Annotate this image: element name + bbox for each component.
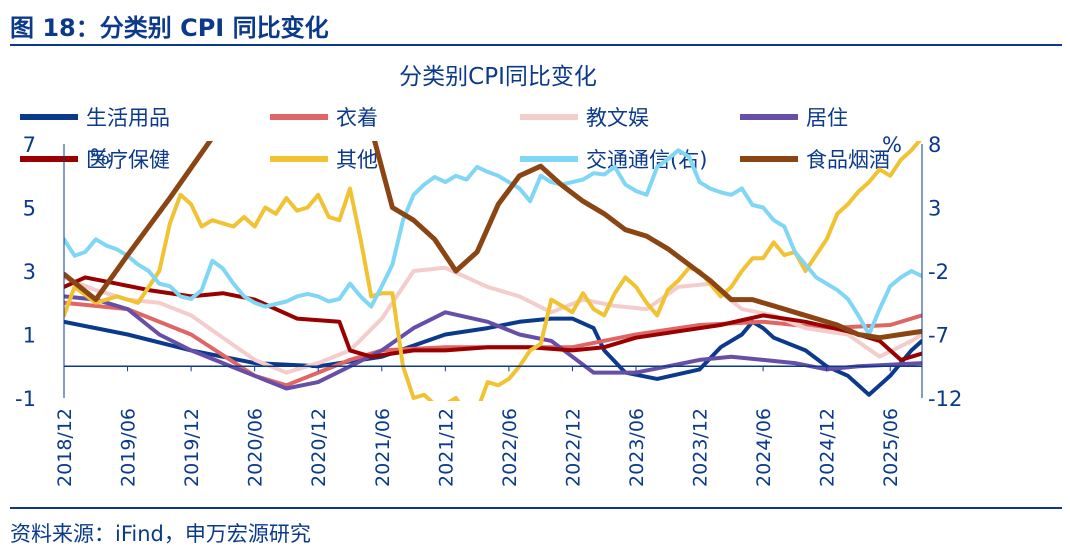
x-tick-label: 2024/06 xyxy=(753,408,775,487)
source-note: 资料来源：iFind，申万宏源研究 xyxy=(10,522,311,546)
legend-label-4: 医疗保健 xyxy=(86,148,170,172)
x-tick-label: 2021/12 xyxy=(435,408,457,487)
left-tick-label: 1 xyxy=(23,324,36,348)
figure-title: 图 18：分类别 CPI 同比变化 xyxy=(10,14,329,42)
x-tick-label: 2023/06 xyxy=(626,408,648,487)
series-line-2 xyxy=(64,265,922,375)
series-line-5 xyxy=(64,141,922,401)
series-line-7 xyxy=(64,141,922,341)
legend-label-2: 教文娱 xyxy=(586,106,649,130)
x-tick-label: 2022/06 xyxy=(499,408,521,487)
x-tick-label: 2023/12 xyxy=(690,408,712,487)
series-line-6 xyxy=(64,148,922,337)
right-tick-label: -7 xyxy=(928,324,949,348)
legend-label-3: 居住 xyxy=(806,106,848,130)
right-tick-label: -2 xyxy=(928,260,949,284)
right-tick-label: 3 xyxy=(928,197,941,221)
left-tick-label: 3 xyxy=(23,260,36,284)
left-tick-label: 7 xyxy=(23,133,36,157)
plot-area xyxy=(64,141,922,401)
footer-rule xyxy=(10,507,1062,509)
right-tick-label: -12 xyxy=(928,387,962,411)
x-tick-label: 2025/06 xyxy=(880,408,902,487)
right-unit-label: % xyxy=(882,133,902,157)
x-tick-label: 2019/12 xyxy=(181,408,203,487)
title-rule xyxy=(10,44,1062,46)
right-tick-label: 8 xyxy=(928,133,941,157)
legend-label-1: 衣着 xyxy=(336,106,378,130)
left-unit-label: % xyxy=(90,145,110,169)
left-tick-label: -1 xyxy=(15,387,36,411)
x-tick-label: 2019/06 xyxy=(118,408,140,487)
legend-label-7: 食品烟酒 xyxy=(806,148,890,172)
x-tick-label: 2024/12 xyxy=(817,408,839,487)
chart-title: 分类别CPI同比变化 xyxy=(399,64,597,90)
legend-label-0: 生活用品 xyxy=(86,106,170,130)
x-tick-label: 2021/06 xyxy=(372,408,394,487)
axes: -1 1 3 5 7 -12 -7 -2 3 8 2018/12 2019/06 2019/12 2020… xyxy=(15,133,962,487)
x-tick-label: 2020/12 xyxy=(308,408,330,487)
x-tick-label: 2022/12 xyxy=(562,408,584,487)
x-tick-label: 2018/12 xyxy=(54,408,76,487)
legend-label-5: 其他 xyxy=(336,148,378,172)
legend-label-6: 交通通信(右) xyxy=(586,148,707,172)
series-line-3 xyxy=(64,294,922,391)
left-tick-label: 5 xyxy=(23,197,36,221)
x-tick-label: 2020/06 xyxy=(245,408,267,487)
